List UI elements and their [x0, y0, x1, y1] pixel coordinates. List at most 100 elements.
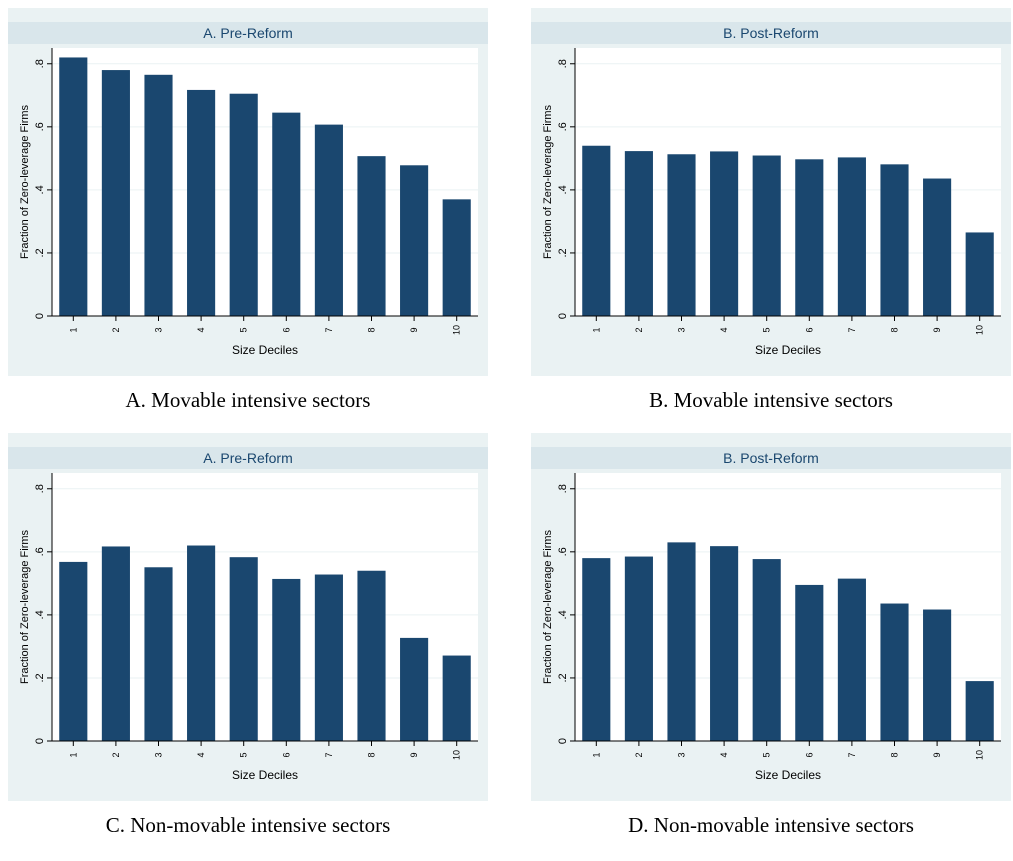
y-tick-label: .4	[34, 185, 46, 194]
y-tick-label: .6	[557, 122, 569, 131]
x-tick-label: 5	[762, 327, 772, 332]
x-tick-label: 4	[196, 752, 206, 757]
y-tick-label: .6	[34, 547, 46, 556]
title-band	[531, 447, 1011, 469]
chart-title: A. Pre-Reform	[203, 450, 292, 466]
x-tick-label: 4	[719, 327, 729, 332]
x-tick-label: 1	[68, 752, 78, 757]
bar-5	[752, 559, 781, 741]
y-axis-label: Fraction of Zero-leverage Firms	[19, 104, 31, 259]
x-tick-label: 1	[591, 752, 601, 757]
x-tick-label: 5	[762, 752, 772, 757]
chart-panel-c: A. Pre-Reform 0 .2 .4 .6 .8 1 2 3 4 5 6 7 8 9 10 Size De…	[8, 433, 488, 861]
bar-1	[59, 57, 88, 316]
bar-6	[795, 159, 824, 316]
y-tick-label: 0	[34, 313, 46, 319]
y-tick-label: 0	[34, 738, 46, 744]
x-tick-label: 10	[975, 750, 985, 760]
x-tick-label: 10	[452, 750, 462, 760]
bar-10	[442, 655, 471, 741]
x-tick-label: 5	[239, 327, 249, 332]
bar-10	[442, 199, 471, 316]
x-axis-label: Size Deciles	[232, 768, 298, 782]
bar-8	[880, 164, 909, 316]
x-tick-label: 1	[591, 327, 601, 332]
bar-2	[101, 546, 130, 741]
x-tick-label: 3	[154, 752, 164, 757]
bar-9	[400, 165, 429, 316]
chart-panel-d: B. Post-Reform 0 .2 .4 .6 .8 1 2 3 4 5 6 7 8 9 10 Size D…	[531, 433, 1011, 861]
bar-7	[314, 574, 343, 741]
bar-chart-nonmovable-pre-reform: A. Pre-Reform 0 .2 .4 .6 .8 1 2 3 4 5 6 7 8 9 10 Size De…	[8, 433, 488, 801]
bar-9	[923, 609, 952, 741]
x-tick-label: 9	[932, 752, 942, 757]
y-tick-label: .2	[557, 248, 569, 257]
x-tick-label: 7	[324, 752, 334, 757]
bar-2	[624, 151, 653, 316]
chart-title: B. Post-Reform	[723, 450, 819, 466]
y-tick-label: .8	[34, 484, 46, 493]
x-tick-label: 2	[111, 327, 121, 332]
bar-6	[795, 584, 824, 741]
x-tick-label: 8	[367, 752, 377, 757]
x-tick-label: 6	[804, 752, 814, 757]
bar-7	[837, 578, 866, 741]
chart-panel-a: A. Pre-Reform 0 .2 .4 .6 .8 1 2 3 4 5 6 7 8 9 10 Size De…	[8, 8, 488, 436]
y-tick-label: .2	[34, 248, 46, 257]
bar-1	[59, 561, 88, 741]
bar-chart-movable-pre-reform: A. Pre-Reform 0 .2 .4 .6 .8 1 2 3 4 5 6 7 8 9 10 Size De…	[8, 8, 488, 376]
panel-caption: A. Movable intensive sectors	[125, 388, 371, 412]
bar-5	[229, 557, 258, 741]
y-tick-label: .4	[557, 185, 569, 194]
y-tick-label: .4	[34, 610, 46, 619]
x-tick-label: 7	[324, 327, 334, 332]
bar-2	[101, 70, 130, 316]
title-band	[531, 22, 1011, 44]
x-axis-label: Size Deciles	[755, 768, 821, 782]
chart-panel-b: B. Post-Reform 0 .2 .4 .6 .8 1 2 3 4 5 6 7 8 9 10 Size D…	[531, 8, 1011, 436]
bar-chart-nonmovable-post-reform: B. Post-Reform 0 .2 .4 .6 .8 1 2 3 4 5 6 7 8 9 10 Size D…	[531, 433, 1011, 801]
panel-caption: B. Movable intensive sectors	[649, 388, 893, 412]
y-tick-label: .8	[557, 484, 569, 493]
x-tick-label: 8	[890, 752, 900, 757]
x-tick-label: 7	[847, 327, 857, 332]
y-tick-label: .8	[34, 59, 46, 68]
x-tick-label: 4	[719, 752, 729, 757]
x-tick-label: 2	[111, 752, 121, 757]
bar-3	[667, 542, 696, 741]
x-tick-label: 10	[452, 325, 462, 335]
y-axis-label: Fraction of Zero-leverage Firms	[19, 529, 31, 684]
bar-2	[624, 556, 653, 741]
x-tick-label: 3	[677, 752, 687, 757]
bar-chart-movable-post-reform: B. Post-Reform 0 .2 .4 .6 .8 1 2 3 4 5 6 7 8 9 10 Size D…	[531, 8, 1011, 376]
bar-10	[965, 681, 994, 741]
bar-10	[965, 232, 994, 316]
x-axis-label: Size Deciles	[755, 343, 821, 357]
bar-8	[357, 156, 386, 316]
x-tick-label: 2	[634, 752, 644, 757]
panel-caption: C. Non-movable intensive sectors	[105, 813, 391, 837]
bar-4	[187, 545, 216, 741]
bar-5	[229, 93, 258, 316]
y-tick-label: 0	[557, 313, 569, 319]
y-tick-label: .6	[34, 122, 46, 131]
y-tick-label: .2	[34, 673, 46, 682]
bar-3	[144, 567, 173, 741]
title-band	[8, 447, 488, 469]
y-tick-label: .2	[557, 673, 569, 682]
bar-3	[667, 154, 696, 316]
x-tick-label: 8	[367, 327, 377, 332]
x-tick-label: 7	[847, 752, 857, 757]
bar-5	[752, 155, 781, 316]
bar-9	[400, 637, 429, 741]
y-axis-label: Fraction of Zero-leverage Firms	[542, 529, 554, 684]
bar-4	[710, 151, 739, 316]
x-tick-label: 8	[890, 327, 900, 332]
x-tick-label: 5	[239, 752, 249, 757]
y-tick-label: .8	[557, 59, 569, 68]
y-tick-label: 0	[557, 738, 569, 744]
bar-6	[272, 112, 301, 317]
bar-1	[582, 145, 611, 316]
bar-9	[923, 178, 952, 316]
bar-8	[880, 603, 909, 741]
